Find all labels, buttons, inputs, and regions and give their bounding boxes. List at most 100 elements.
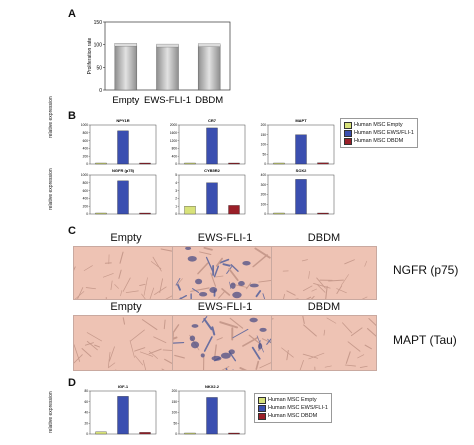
cell-process — [364, 344, 372, 350]
chart-title: SOX2 — [296, 168, 307, 173]
cell-process — [142, 359, 147, 370]
bar-cap — [198, 43, 221, 47]
stained-cell — [199, 291, 208, 297]
panel-b-chart-5: CYB5R2 0 1 2 3 4 5 — [175, 168, 246, 216]
micrograph-background — [74, 247, 178, 299]
y-tick-label: 0 — [86, 432, 88, 436]
col-label-dbdm-2: DBDM — [307, 301, 341, 313]
cell-process — [366, 328, 376, 337]
stained-cell — [211, 355, 222, 361]
cell-process — [211, 326, 216, 336]
bar — [95, 212, 107, 215]
panel-b-chart-1: NPY1R 0 200 400 600 800 1000 — [81, 118, 157, 166]
stained-cell — [230, 282, 236, 289]
cell-process — [120, 290, 123, 297]
cell-process — [368, 318, 376, 326]
cell-process — [314, 366, 316, 370]
cell-process — [239, 367, 247, 370]
cell-process — [229, 317, 244, 329]
cell-process — [203, 318, 213, 331]
cell-process — [178, 294, 188, 299]
cell-process — [86, 332, 103, 342]
cell-process — [328, 279, 344, 282]
cell-process — [74, 344, 81, 362]
panel-c-letter: C — [68, 225, 76, 237]
cell-process — [308, 352, 325, 360]
cell-process — [139, 283, 146, 287]
bar — [117, 396, 129, 435]
cell-process — [118, 269, 122, 279]
cell-process — [303, 285, 313, 292]
y-tick-label: 0 — [86, 212, 88, 216]
panel-d-chart-2: NKX2.2 0 50 100 150 200 — [172, 384, 246, 436]
panel-d-letter: D — [68, 377, 76, 389]
panel-b-chart-6: SOX2 0 100 200 300 400 — [261, 168, 335, 216]
micrograph-ngfr-ews-fli-1 — [172, 246, 278, 300]
panel-b-chart-3: MAPT 0 50 100 150 200 — [261, 118, 335, 166]
bar — [139, 432, 151, 435]
cell-process — [359, 365, 368, 368]
cell-process — [215, 275, 224, 278]
cell-process — [255, 360, 260, 370]
stained-cell — [258, 342, 263, 350]
stained-cell — [259, 327, 267, 332]
chart-title: IGF-1 — [118, 384, 129, 389]
bar — [95, 162, 107, 165]
cell-process — [364, 260, 368, 267]
bar-cap — [156, 43, 179, 48]
y-axis-label: Proliferation rate — [87, 37, 93, 74]
panel-a-letter: A — [68, 8, 76, 20]
cell-process — [215, 257, 223, 267]
bar — [117, 130, 129, 165]
cell-process — [177, 284, 181, 291]
cell-process — [299, 360, 304, 370]
cell-process — [310, 295, 315, 299]
y-tick-label: 200 — [261, 123, 267, 127]
panel-b-letter: B — [68, 110, 76, 122]
cell-process — [74, 354, 83, 364]
y-tick-label: 200 — [83, 154, 89, 158]
cell-process — [213, 265, 220, 278]
cell-process — [191, 288, 200, 293]
cell-process — [229, 281, 232, 289]
cell-process — [286, 350, 289, 361]
cell-process — [122, 317, 126, 325]
cell-process — [350, 327, 363, 337]
y-tick-label: 1000 — [81, 123, 88, 127]
legend-label: Human MSC DBDM — [268, 413, 318, 419]
cell-process — [86, 340, 98, 351]
y-tick-label: 200 — [261, 193, 267, 197]
bar-cap — [114, 43, 137, 47]
y-tick-label: 200 — [83, 204, 89, 208]
cell-process — [85, 287, 96, 290]
y-tick-label: 600 — [83, 189, 89, 193]
chart-title: NGFR (p75) — [112, 168, 135, 173]
legend-d: Human MSC Empty Human MSC EWS/FLI-1 Huma… — [254, 393, 332, 423]
cell-process — [361, 296, 368, 299]
cell-process — [107, 351, 111, 368]
cell-process — [210, 272, 217, 287]
legend-label: Human MSC DBDM — [354, 138, 404, 144]
cell-process — [159, 278, 163, 294]
cell-process — [84, 342, 94, 346]
x-tick-label: Empty — [112, 95, 139, 106]
y-tick-label: 200 — [172, 389, 178, 393]
y-tick-label: 80 — [84, 389, 88, 393]
bar — [206, 182, 218, 215]
bar — [228, 432, 240, 435]
cell-process — [341, 274, 349, 286]
row-label-ngfr: NGFR (p75) — [393, 263, 459, 277]
cell-process — [110, 280, 113, 291]
y-tick-label: 400 — [83, 147, 89, 151]
chart-title: NPY1R — [116, 118, 129, 123]
micrograph-mapt-empty — [73, 315, 179, 371]
cell-process — [218, 290, 226, 299]
cell-process — [252, 254, 268, 268]
cell-process — [162, 349, 174, 351]
y-tick-label: 150 — [94, 20, 103, 26]
legend-b-item: Human MSC DBDM — [344, 137, 414, 145]
cell-process — [141, 293, 146, 299]
y-tick-label: 50 — [262, 152, 266, 156]
cell-process — [134, 347, 146, 352]
y-tick-label: 0 — [86, 162, 88, 166]
